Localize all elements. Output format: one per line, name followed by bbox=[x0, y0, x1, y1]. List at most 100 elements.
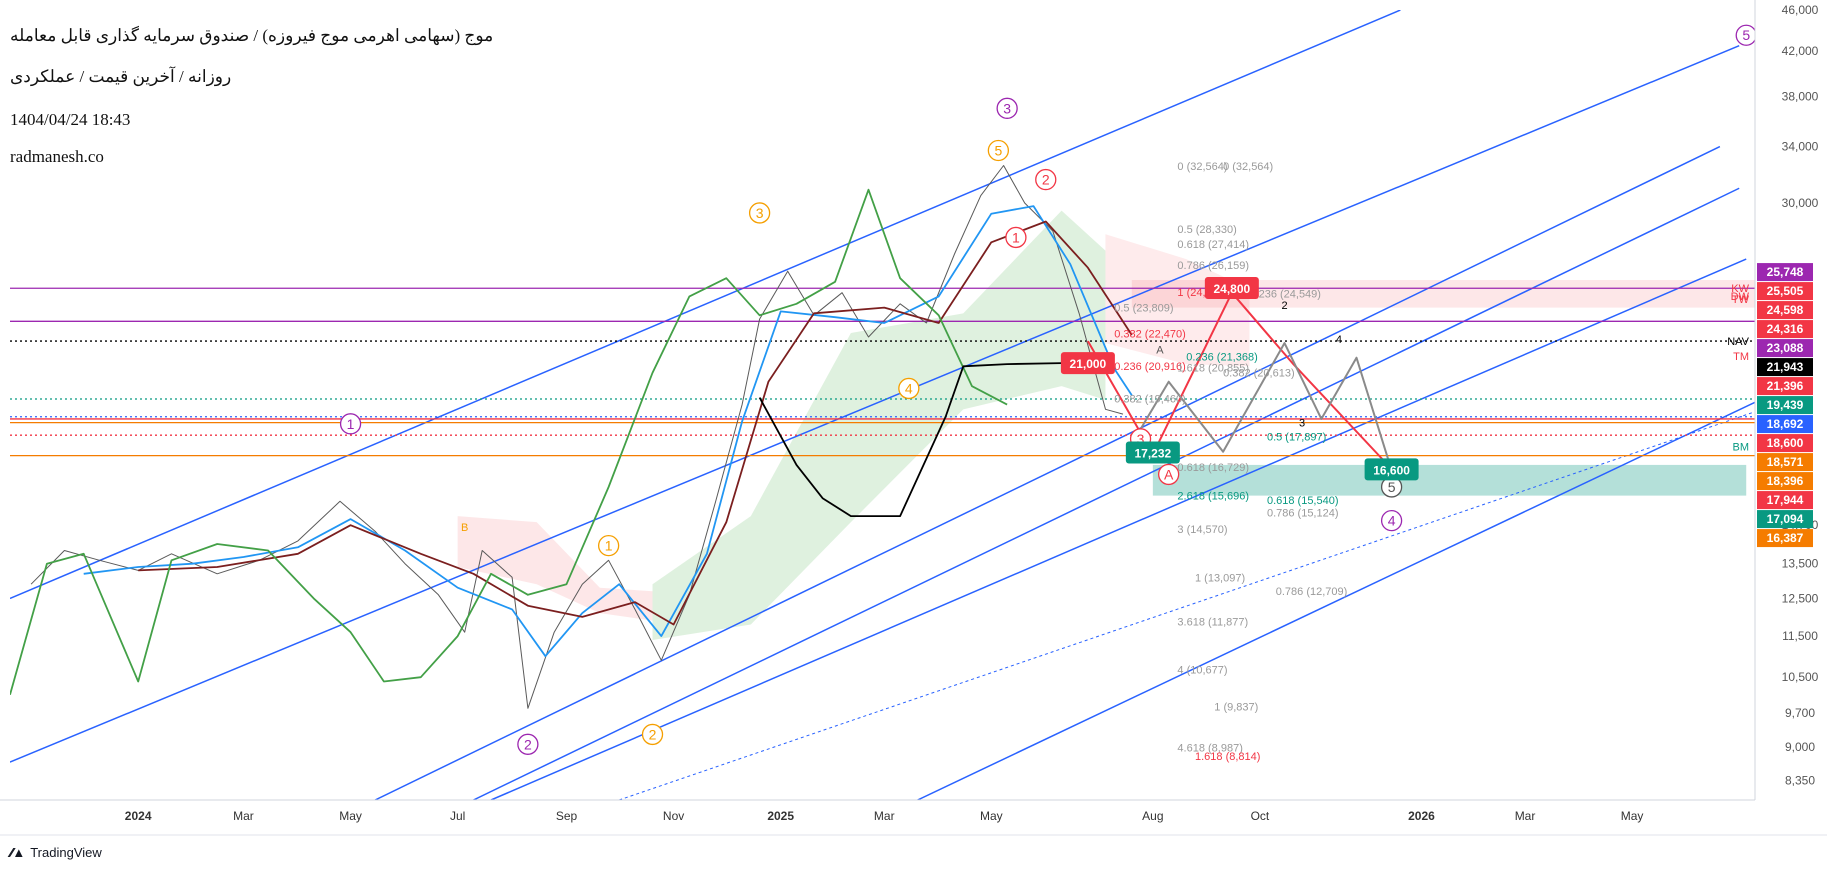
wave-label: 3 bbox=[756, 205, 764, 221]
fib-label: 1.618 (20,855) bbox=[1177, 362, 1249, 374]
price-badge-label: 18,571 bbox=[1767, 455, 1804, 469]
price-badge bbox=[1757, 529, 1813, 548]
price-badge bbox=[1757, 396, 1813, 415]
fib-label: 0 (32,564) bbox=[1177, 161, 1227, 173]
side-label: TM bbox=[1733, 351, 1749, 363]
channel-line-3 bbox=[473, 187, 1740, 800]
x-tick-label: May bbox=[339, 809, 362, 823]
price-badge-label: 18,692 bbox=[1767, 417, 1804, 431]
fib-label: 0.786 (12,709) bbox=[1276, 586, 1348, 598]
y-tick-label: 9,700 bbox=[1785, 706, 1815, 720]
price-badge-label: 21,396 bbox=[1767, 379, 1804, 393]
price-badge bbox=[1757, 434, 1813, 453]
fib-label: 0.618 (27,414) bbox=[1177, 239, 1249, 251]
x-tick-label: 2024 bbox=[125, 809, 152, 823]
wave-label: 5 bbox=[1742, 27, 1750, 43]
fib-label: 3.618 (11,877) bbox=[1177, 617, 1248, 629]
wave-label-circle bbox=[641, 723, 664, 746]
price-badge-label: 19,439 bbox=[1767, 398, 1804, 412]
price-badge-label: 24,598 bbox=[1767, 303, 1804, 317]
channel-line-4 bbox=[490, 258, 1747, 800]
tradingview-brand-label: TradingView bbox=[30, 845, 102, 860]
fib-label: 0.5 (28,330) bbox=[1177, 224, 1236, 236]
fib-label: 4 (10,677) bbox=[1177, 665, 1227, 677]
y-tick-label: 34,000 bbox=[1782, 140, 1819, 154]
fib-label: 0.382 (20,613) bbox=[1223, 368, 1295, 380]
x-tick-label: Oct bbox=[1251, 809, 1270, 823]
side-label: KW bbox=[1731, 283, 1749, 295]
target-badge bbox=[1125, 441, 1180, 464]
fib-label: 0.236 (20,916) bbox=[1114, 361, 1186, 373]
chart-header-subtitle: روزانه / آخرین قیمت / عملکردی bbox=[10, 67, 232, 86]
price-badge-label: 25,505 bbox=[1767, 284, 1804, 298]
tradingview-brand[interactable]: ⁄⁄▲ TradingView bbox=[10, 845, 102, 860]
target-badge-label: 16,600 bbox=[1373, 463, 1410, 477]
y-tick-label: 10,500 bbox=[1782, 670, 1819, 684]
side-label: TW bbox=[1732, 294, 1750, 306]
y-tick-label: 13,500 bbox=[1782, 557, 1819, 571]
chart-header-title: موج (سهامی اهرمی موج فیروزه) / صندوق سرم… bbox=[10, 26, 494, 45]
fib-label: 1.618 (8,814) bbox=[1195, 751, 1260, 763]
price-badge-label: 23,088 bbox=[1767, 341, 1804, 355]
fib-label: 0.236 (21,368) bbox=[1186, 351, 1258, 363]
price-badge bbox=[1757, 491, 1813, 510]
fib-label: 0.5 (17,897) bbox=[1267, 431, 1326, 443]
wave-label: 4 bbox=[1336, 334, 1342, 346]
fib-label: 0.236 (24,549) bbox=[1249, 289, 1321, 301]
price-badge bbox=[1757, 510, 1813, 529]
wave-label: 1 bbox=[347, 416, 355, 432]
x-tick-label: May bbox=[1621, 809, 1644, 823]
wave-label-circle bbox=[1380, 509, 1403, 532]
wave-label: A bbox=[1156, 344, 1164, 356]
target-badge-label: 21,000 bbox=[1070, 357, 1107, 371]
price-badge-label: 25,748 bbox=[1767, 265, 1804, 279]
wave-label: 1 bbox=[1012, 229, 1020, 245]
fib-label: 0.786 (15,124) bbox=[1267, 507, 1339, 519]
price-badge bbox=[1757, 339, 1813, 358]
price-badge bbox=[1757, 263, 1813, 282]
fib-label: 3 (14,570) bbox=[1177, 524, 1227, 536]
y-tick-label: 11,500 bbox=[1782, 629, 1818, 643]
wave-label: B bbox=[461, 522, 468, 534]
price-badge bbox=[1757, 282, 1813, 301]
x-tick-label: Mar bbox=[233, 809, 254, 823]
y-tick-label: 42,000 bbox=[1782, 44, 1819, 58]
target-badge bbox=[1204, 277, 1259, 300]
series-nav bbox=[758, 362, 1115, 517]
wave-label-circle bbox=[996, 97, 1018, 119]
y-tick-label: 38,000 bbox=[1782, 89, 1819, 103]
x-tick-label: Jul bbox=[450, 809, 465, 823]
price-badge bbox=[1757, 301, 1813, 320]
wave-label: 5 bbox=[1388, 479, 1396, 495]
wave-label: 3 bbox=[1137, 431, 1145, 447]
target-badge-label: 17,232 bbox=[1135, 446, 1172, 460]
wave-label-circle bbox=[597, 534, 620, 557]
price-badge-label: 16,387 bbox=[1767, 531, 1804, 545]
fib-label: 0.382 (19,460) bbox=[1114, 394, 1186, 406]
x-tick-label: Sep bbox=[556, 809, 578, 823]
x-tick-label: 2025 bbox=[767, 809, 794, 823]
wave-label-circle bbox=[339, 413, 362, 435]
wave-label-circle bbox=[1158, 463, 1180, 486]
target-badge bbox=[1364, 458, 1419, 481]
wave-label: 2 bbox=[1281, 300, 1287, 312]
side-label: DW bbox=[1731, 291, 1750, 303]
channel-line-0 bbox=[10, 10, 1401, 600]
price-badge-label: 18,600 bbox=[1767, 436, 1804, 450]
wave-label: 4 bbox=[905, 380, 913, 396]
fib-label: 0.5 (23,809) bbox=[1114, 302, 1173, 314]
y-tick-label: 8,350 bbox=[1785, 774, 1815, 788]
wave-label-circle bbox=[1035, 168, 1057, 191]
x-tick-label: May bbox=[980, 809, 1003, 823]
wave-label-circle bbox=[898, 377, 920, 400]
channel-line-6 bbox=[619, 411, 1755, 800]
channel-line-5 bbox=[917, 401, 1755, 800]
price-badge-label: 17,094 bbox=[1767, 512, 1804, 526]
wave-label: 1 bbox=[605, 538, 613, 554]
wave-label-circle bbox=[1005, 226, 1027, 249]
price-badge-label: 24,316 bbox=[1767, 322, 1804, 336]
price-badge bbox=[1757, 415, 1813, 434]
wave-label-circle bbox=[517, 733, 539, 755]
target-badge-label: 24,800 bbox=[1213, 282, 1250, 296]
